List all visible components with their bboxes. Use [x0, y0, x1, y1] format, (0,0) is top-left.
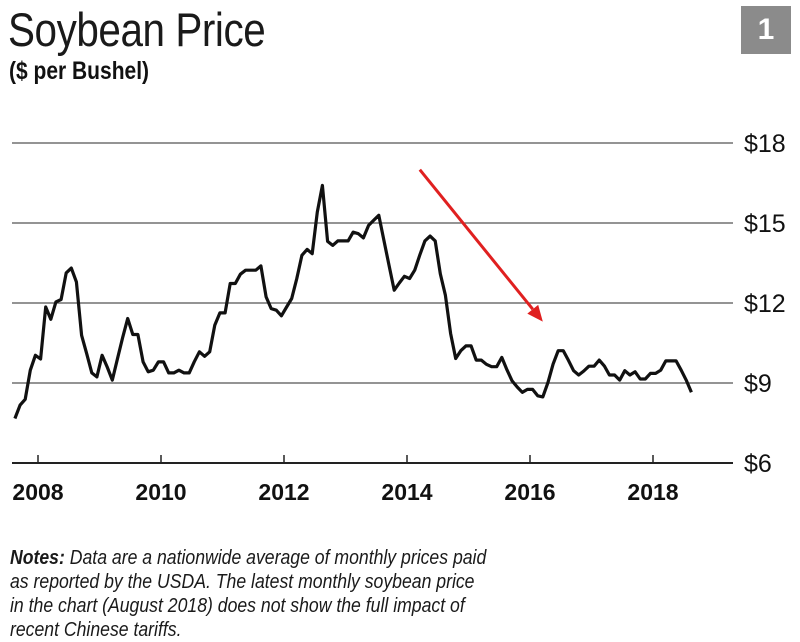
line-chart: $6 $9 $12 $15 $18 2008 2010 2012 2014 2016 2018	[0, 0, 800, 628]
x-tick-label: 2018	[627, 479, 678, 505]
y-tick-label: $9	[744, 370, 772, 398]
x-tick-label: 2008	[12, 479, 63, 505]
y-tick-label: $12	[744, 290, 786, 318]
x-tick-label: 2016	[504, 479, 555, 505]
y-tick-label: $15	[744, 210, 786, 238]
y-tick-label: $18	[744, 130, 786, 158]
notes-text: Data are a nationwide average of monthly…	[10, 546, 486, 641]
x-tick-label: 2010	[135, 479, 186, 505]
notes-label: Notes:	[10, 546, 65, 569]
y-tick-label: $6	[744, 450, 772, 478]
x-tick-label: 2014	[381, 479, 432, 505]
trend-arrow-shaft	[420, 170, 533, 310]
x-tick-label: 2012	[258, 479, 309, 505]
